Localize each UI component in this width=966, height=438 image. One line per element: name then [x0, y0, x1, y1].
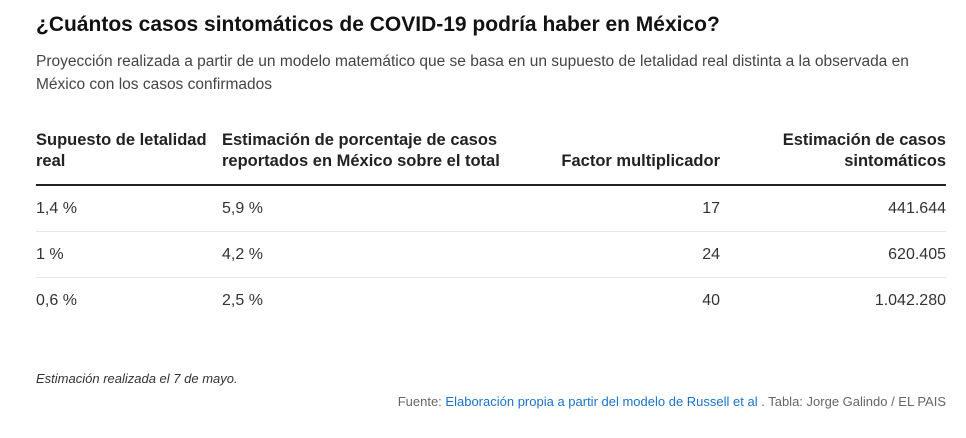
- page-subtitle: Proyección realizada a partir de un mode…: [36, 53, 909, 93]
- footnote: Estimación realizada el 7 de mayo.: [36, 371, 238, 386]
- cell-letalidad: 0,6 %: [36, 291, 77, 309]
- header-porcentaje-reportados: Estimación de porcentaje de casos report…: [222, 130, 512, 186]
- data-table: Supuesto de letalidad real Estimación de…: [36, 130, 946, 323]
- header-letalidad: Supuesto de letalidad real: [36, 130, 222, 186]
- table-row: 1,4 % 5,9 % 17 441.644: [36, 185, 946, 232]
- cell-letalidad: 1,4 %: [36, 185, 222, 232]
- source-suffix: . Tabla: Jorge Galindo / EL PAIS: [761, 394, 946, 409]
- page-title: ¿Cuántos casos sintomáticos de COVID-19 …: [36, 13, 720, 36]
- table-header-row: Supuesto de letalidad real Estimación de…: [36, 130, 946, 186]
- header-factor: Factor multiplicador: [512, 130, 720, 186]
- cell-porcentaje: 4,2 %: [222, 231, 512, 278]
- cell-letalidad: 1 %: [36, 231, 222, 278]
- table-row: 0,6 % 2,5 % 40 1.042.280: [36, 278, 946, 324]
- source-line: Fuente: Elaboración propia a partir del …: [398, 394, 946, 409]
- cell-casos: 620.405: [720, 231, 946, 278]
- table-row: 1 % 4,2 % 24 620.405: [36, 231, 946, 278]
- cell-porcentaje: 2,5 %: [222, 291, 263, 309]
- source-link[interactable]: Elaboración propia a partir del modelo d…: [445, 394, 758, 409]
- header-casos: Estimación de casos sintomáticos: [720, 130, 946, 186]
- cell-factor: 17: [512, 185, 720, 232]
- source-prefix: Fuente:: [397, 394, 442, 409]
- cell-factor: 24: [512, 231, 720, 278]
- cell-porcentaje: 5,9 %: [222, 185, 512, 232]
- cell-factor: 40: [702, 291, 720, 309]
- cell-casos: 441.644: [720, 185, 946, 232]
- cell-casos: 1.042.280: [874, 291, 946, 309]
